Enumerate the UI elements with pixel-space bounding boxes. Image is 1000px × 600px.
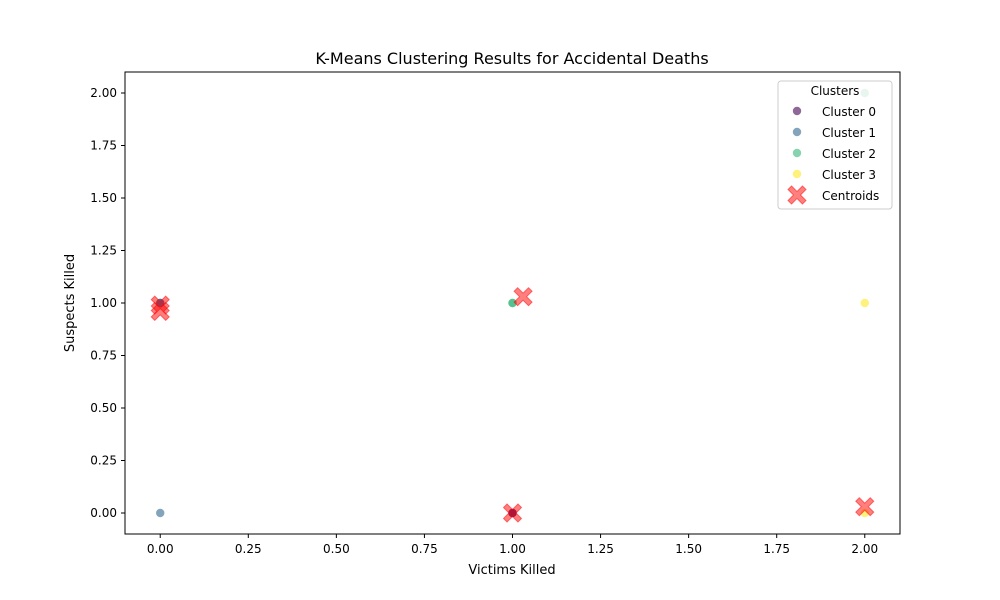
x-tick-label: 0.75 — [411, 542, 438, 556]
legend: Clusters Cluster 0 Cluster 1 Cluster 2 Clust… — [777, 80, 893, 210]
legend-marker-cluster-1 — [792, 127, 802, 137]
legend-title: Clusters — [811, 84, 860, 98]
cluster-1-point — [156, 508, 165, 518]
legend-label-centroids: Centroids — [822, 189, 879, 203]
legend-label-cluster-2: Cluster 2 — [822, 147, 876, 161]
y-tick-label: 1.75 — [90, 139, 117, 153]
centroid-marker — [513, 286, 533, 307]
x-tick-label: 0.25 — [235, 542, 262, 556]
centroid-marker — [855, 496, 875, 517]
legend-marker-cluster-3 — [792, 169, 802, 179]
centroid-marker — [150, 301, 170, 322]
x-tick-label: 0.50 — [323, 542, 350, 556]
y-tick-label: 2.00 — [90, 86, 117, 100]
x-tick-label: 2.00 — [851, 542, 878, 556]
x-tick-label: 1.00 — [499, 542, 526, 556]
x-tick-label: 0.00 — [147, 542, 174, 556]
x-axis-label: Victims Killed — [468, 563, 555, 578]
legend-marker-cluster-0 — [792, 106, 802, 116]
legend-label-cluster-0: Cluster 0 — [822, 105, 876, 119]
y-tick-label: 0.75 — [90, 349, 117, 363]
plot-area — [150, 88, 875, 523]
y-tick-label: 0.25 — [90, 454, 117, 468]
legend-box — [777, 80, 893, 210]
axis-ticks: 0.00 0.25 0.50 0.75 1.00 1.25 1.50 1.75 2.00 0.00… — [90, 86, 878, 556]
chart-title: K-Means Clustering Results for Accidenta… — [315, 49, 708, 68]
centroid-marker — [502, 503, 523, 523]
y-tick-label: 1.50 — [90, 191, 117, 205]
x-tick-label: 1.75 — [763, 542, 790, 556]
legend-label-cluster-3: Cluster 3 — [822, 168, 876, 182]
x-tick-label: 1.50 — [675, 542, 702, 556]
cluster-3-point — [860, 298, 869, 308]
y-tick-label: 1.00 — [90, 296, 117, 310]
cluster-2-point — [508, 298, 517, 308]
y-tick-label: 1.25 — [90, 244, 117, 258]
y-axis-label: Suspects Killed — [63, 254, 78, 352]
legend-marker-cluster-2 — [792, 148, 802, 158]
legend-marker-centroids — [787, 185, 807, 205]
x-tick-label: 1.25 — [587, 542, 614, 556]
y-tick-label: 0.50 — [90, 401, 117, 415]
legend-label-cluster-1: Cluster 1 — [822, 126, 876, 140]
y-tick-label: 0.00 — [90, 506, 117, 520]
